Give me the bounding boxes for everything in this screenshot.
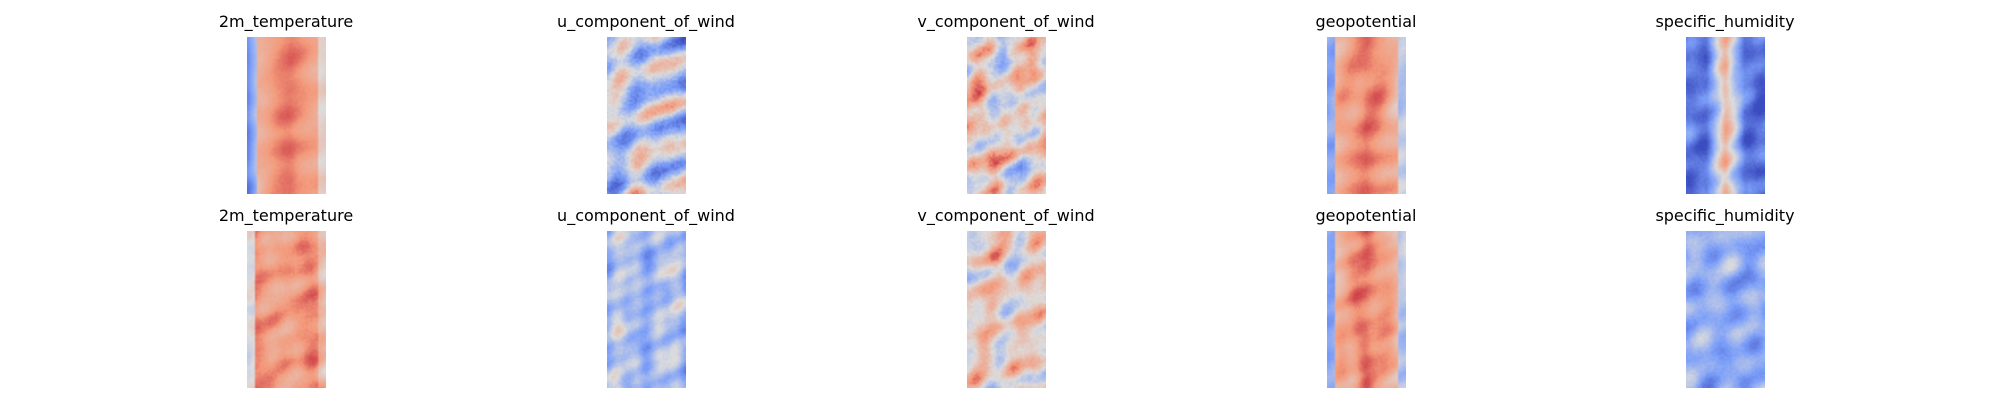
heatmap-panel [247,37,326,194]
panel-title: v_component_of_wind [917,12,1095,31]
heatmap-panel [607,37,686,194]
heatmap-panel [247,231,326,388]
heatmap-panel [607,231,686,388]
panel-title: u_component_of_wind [557,12,735,31]
heatmap-panel [1327,231,1406,388]
panel-title: 2m_temperature [218,206,354,225]
heatmap-panel [1327,37,1406,194]
panel-title: specific_humidity [1655,206,1795,225]
panel-title: v_component_of_wind [917,206,1095,225]
panel-title: 2m_temperature [218,12,354,31]
heatmap-panel [967,231,1046,388]
panel-title: geopotential [1315,12,1417,31]
heatmap-panel [1686,37,1765,194]
panel-title: geopotential [1315,206,1417,225]
heatmap-panel [967,37,1046,194]
panel-title: specific_humidity [1655,12,1795,31]
panel-title: u_component_of_wind [557,206,735,225]
heatmap-panel [1686,231,1765,388]
